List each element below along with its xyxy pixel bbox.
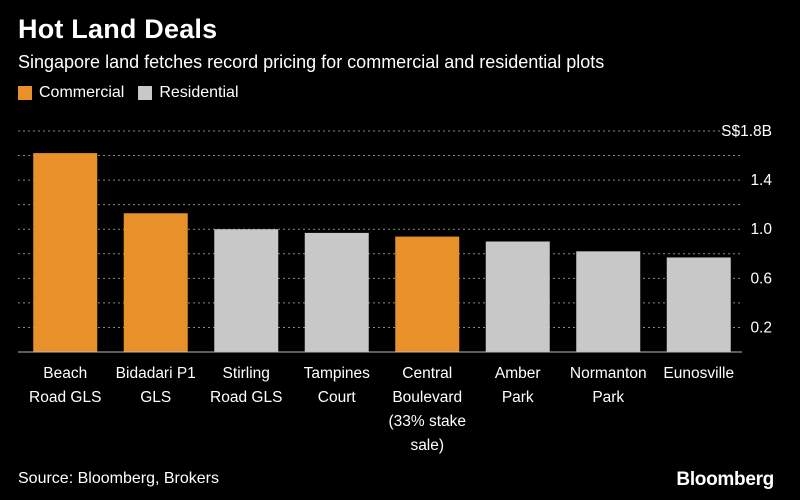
legend-label-commercial: Commercial <box>39 84 125 101</box>
x-tick-label: GLS <box>140 389 171 406</box>
y-tick-label: 1.0 <box>750 221 772 238</box>
y-tick-label: S$1.8B <box>721 123 772 140</box>
x-tick-label: Boulevard <box>392 389 462 406</box>
x-tick-label: Normanton <box>570 365 647 382</box>
x-tick-label: Road GLS <box>29 389 101 406</box>
bar <box>395 236 460 352</box>
x-tick-label: Park <box>502 389 534 406</box>
x-tick-label: Road GLS <box>210 389 282 406</box>
bar <box>214 229 279 352</box>
legend-swatch-commercial <box>18 86 32 100</box>
legend-swatch-residential <box>138 86 153 100</box>
bloomberg-logo: Bloomberg <box>676 469 774 490</box>
legend-item-residential: Residential <box>138 84 239 102</box>
bar <box>576 251 641 352</box>
x-tick-label: sale) <box>410 437 444 454</box>
y-tick-label: 1.4 <box>750 172 772 189</box>
y-tick-label: 0.2 <box>750 319 772 336</box>
bar <box>33 153 98 352</box>
legend-label-residential: Residential <box>159 84 239 101</box>
bar <box>304 232 369 352</box>
x-tick-label: Beach <box>43 365 87 382</box>
x-tick-label: (33% stake <box>388 413 466 430</box>
x-tick-label: Bidadari P1 <box>116 365 196 382</box>
x-tick-label: Tampines <box>304 365 371 382</box>
x-tick-label: Eunosville <box>663 365 734 382</box>
x-tick-label: Amber <box>495 365 541 382</box>
legend: Commercial Residential <box>18 84 253 102</box>
bar <box>485 241 550 352</box>
x-tick-label: Court <box>318 389 357 406</box>
x-tick-label: Stirling <box>223 365 270 382</box>
y-tick-label: 0.6 <box>750 270 772 287</box>
source-note: Source: Bloomberg, Brokers <box>18 470 219 487</box>
chart-subtitle: Singapore land fetches record pricing fo… <box>18 52 605 72</box>
x-tick-label: Central <box>402 365 452 382</box>
bar <box>123 213 188 352</box>
bar <box>666 257 731 352</box>
x-tick-label: Park <box>592 389 624 406</box>
legend-item-commercial: Commercial <box>18 84 124 102</box>
chart-title: Hot Land Deals <box>18 14 218 44</box>
